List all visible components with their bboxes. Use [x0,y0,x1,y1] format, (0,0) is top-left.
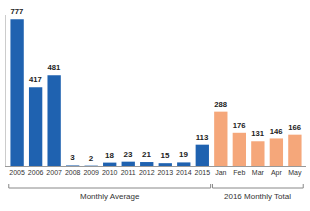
svg-text:2: 2 [89,154,94,163]
svg-text:2008: 2008 [65,169,81,176]
svg-text:131: 131 [251,129,265,138]
svg-text:777: 777 [10,7,23,16]
svg-text:Feb: Feb [233,169,245,176]
svg-text:166: 166 [288,123,301,132]
svg-text:2011: 2011 [121,169,136,176]
svg-text:2010: 2010 [102,169,118,176]
svg-text:2012: 2012 [139,169,155,176]
svg-text:176: 176 [233,121,246,130]
svg-text:21: 21 [142,150,151,159]
svg-text:Mar: Mar [252,169,265,176]
svg-text:2014: 2014 [176,169,192,176]
svg-text:23: 23 [124,150,133,159]
svg-text:18: 18 [105,151,114,160]
svg-text:Monthly Average: Monthly Average [80,192,140,201]
svg-text:2009: 2009 [83,169,99,176]
svg-text:3: 3 [70,153,75,162]
svg-text:288: 288 [214,100,228,109]
svg-text:481: 481 [47,63,61,72]
svg-text:146: 146 [270,127,283,136]
svg-text:2007: 2007 [46,169,62,176]
svg-text:2015: 2015 [195,169,211,176]
svg-text:Jan: Jan [215,169,226,176]
svg-text:2013: 2013 [157,169,173,176]
svg-text:2005: 2005 [9,169,25,176]
svg-text:Apr: Apr [271,169,283,177]
svg-text:2016 Monthly Total: 2016 Monthly Total [224,192,291,201]
svg-text:May: May [288,169,302,177]
svg-text:113: 113 [196,133,209,142]
svg-text:2006: 2006 [28,169,44,176]
svg-text:417: 417 [29,75,42,84]
svg-text:15: 15 [161,151,170,160]
svg-text:19: 19 [179,150,188,159]
